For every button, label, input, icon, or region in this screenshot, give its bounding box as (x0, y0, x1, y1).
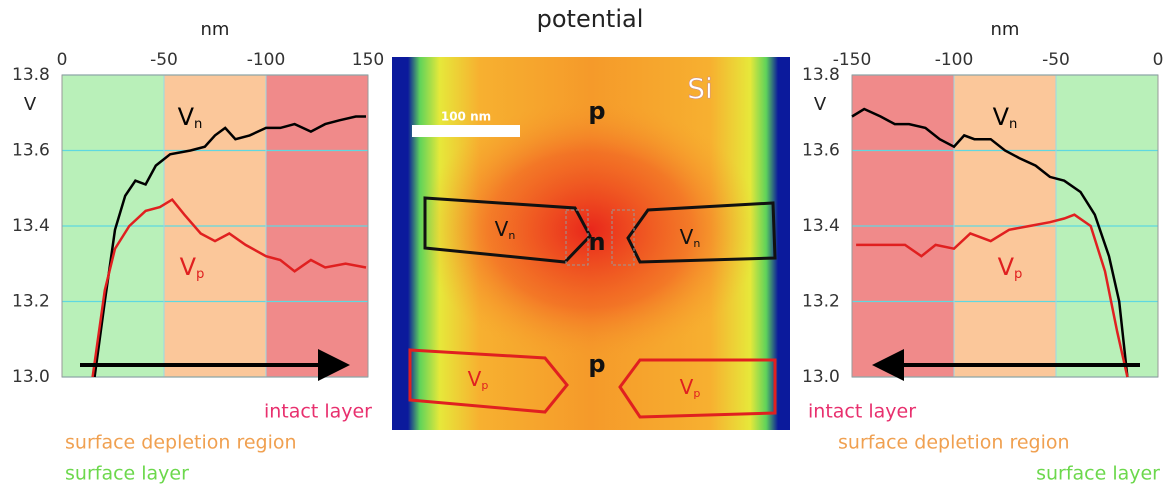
material-label: Si (687, 72, 713, 105)
y-tick-label: 13.8 (12, 65, 50, 85)
map-label: p (588, 97, 605, 125)
y-tick-label: 13.4 (802, 216, 840, 236)
region-label: surface layer (1036, 463, 1160, 485)
x-axis-label: nm (991, 19, 1020, 40)
region-label: surface layer (65, 463, 189, 485)
x-tick-label: 150 (352, 50, 384, 70)
y-tick-label: 13.6 (12, 141, 50, 161)
x-tick-label: -50 (1042, 50, 1070, 70)
x-tick-label: -100 (247, 50, 286, 70)
y-tick-label: 13.0 (12, 367, 50, 387)
map-label: p (588, 350, 605, 378)
line-chart: intact layer surface depletion region surf… (802, 19, 1163, 485)
line-chart: intact layer surface depletion region surf… (12, 19, 384, 485)
x-tick-label: -100 (935, 50, 974, 70)
map-title: potential (537, 5, 644, 33)
y-tick-label: 13.2 (12, 292, 50, 312)
x-tick-label: 0 (57, 50, 68, 70)
y-tick-label: 13.2 (802, 292, 840, 312)
region-label: surface depletion region (838, 432, 1070, 454)
scale-bar-label: 100 nm (441, 110, 491, 124)
y-axis-label: V (24, 94, 37, 115)
region-label: intact layer (264, 401, 372, 423)
map-label: n (588, 228, 605, 256)
y-tick-label: 13.6 (802, 141, 840, 161)
x-axis-label: nm (201, 19, 230, 40)
scale-bar (412, 125, 520, 137)
region-label: surface depletion region (65, 432, 297, 454)
figure: intact layer surface depletion region surf… (0, 0, 1169, 492)
y-tick-label: 13.4 (12, 216, 50, 236)
region-label: intact layer (808, 401, 916, 423)
x-tick-label: 0 (1153, 50, 1164, 70)
y-tick-label: 13.0 (802, 367, 840, 387)
y-axis-label: V (814, 94, 827, 115)
x-tick-label: -150 (833, 50, 872, 70)
x-tick-label: -50 (150, 50, 178, 70)
